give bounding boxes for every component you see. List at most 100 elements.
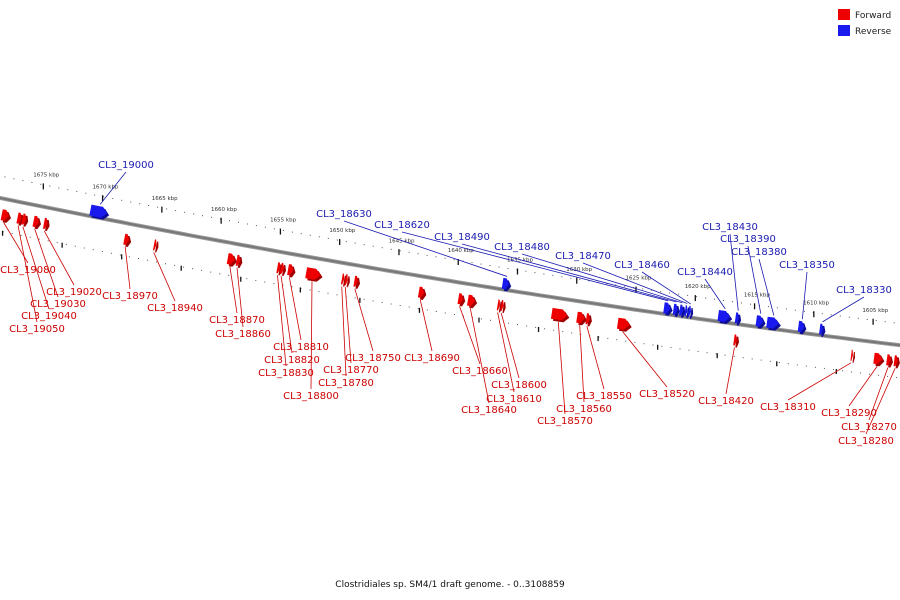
gene-cl3_18440[interactable] — [717, 310, 733, 324]
gene-cl3_18820[interactable] — [279, 262, 286, 276]
gene-cl3_18690[interactable] — [417, 286, 427, 300]
gene-cl3_18660[interactable] — [457, 293, 466, 307]
gene-cl3_18490[interactable] — [672, 303, 680, 317]
gene-label[interactable]: CL3_18630 — [316, 209, 372, 220]
gene-label[interactable]: CL3_18350 — [779, 260, 835, 271]
gene-cl3_18800[interactable] — [305, 267, 323, 282]
gene-cl3_18470[interactable] — [684, 305, 690, 319]
gene-label[interactable]: CL3_18820 — [264, 355, 320, 366]
gene-label[interactable]: CL3_18690 — [404, 353, 460, 364]
leader-line — [497, 312, 515, 393]
gene-label[interactable]: CL3_18830 — [258, 368, 314, 379]
gene-label[interactable]: CL3_18290 — [821, 408, 877, 419]
gene-cl3_18480[interactable] — [678, 304, 686, 318]
gene-cl3_18350[interactable] — [797, 320, 807, 335]
gene-cl3_19000[interactable] — [89, 204, 110, 220]
gene-cl3_18290[interactable] — [873, 352, 885, 367]
gene-cl3_18780[interactable] — [340, 273, 347, 287]
scale-dot-lower — [814, 366, 816, 368]
gene-cl3_18620[interactable] — [663, 302, 673, 316]
gene-label[interactable]: CL3_18940 — [147, 303, 203, 314]
gene-cl3_18810[interactable] — [287, 264, 296, 278]
gene-cl3_18280[interactable] — [893, 355, 900, 369]
gene-cl3_19040[interactable] — [21, 213, 29, 227]
gene-cl3_18610[interactable] — [496, 299, 503, 313]
gene-label[interactable]: CL3_18610 — [486, 394, 542, 405]
gene-label[interactable]: CL3_18660 — [452, 366, 508, 377]
gene-cl3_18770[interactable] — [344, 274, 350, 288]
gene-cl3_18630[interactable] — [501, 277, 512, 292]
scale-dot-upper — [273, 228, 275, 230]
gene-label[interactable]: CL3_18780 — [318, 378, 374, 389]
gene-cl3_18550[interactable] — [585, 313, 592, 327]
gene-label[interactable]: CL3_19080 — [0, 265, 56, 276]
gene-label[interactable]: CL3_18550 — [576, 391, 632, 402]
gene-cl3_18430[interactable] — [734, 312, 742, 326]
gene-cl3_18860[interactable] — [235, 254, 243, 268]
gene-cl3_18560[interactable] — [576, 311, 587, 326]
gene-cl3_18310[interactable] — [850, 349, 855, 363]
gene-label[interactable]: CL3_19020 — [46, 287, 102, 298]
gene-label[interactable]: CL3_18620 — [374, 220, 430, 231]
gene-cl3_18940[interactable] — [152, 239, 159, 253]
gene-label[interactable]: CL3_18560 — [556, 404, 612, 415]
gene-label[interactable]: CL3_18750 — [345, 353, 401, 364]
gene-cl3_19080[interactable] — [0, 209, 12, 223]
leader-line — [344, 287, 352, 364]
gene-label[interactable]: CL3_18440 — [677, 267, 733, 278]
gene-label[interactable]: CL3_18490 — [434, 232, 490, 243]
gene-cl3_19020[interactable] — [42, 217, 50, 232]
scale-dot-upper — [678, 293, 680, 295]
kbp-tick-label: 1630 kbp — [566, 267, 592, 273]
gene-label[interactable]: CL3_18600 — [491, 380, 547, 391]
gene-label[interactable]: CL3_18460 — [614, 260, 670, 271]
gene-cl3_18570[interactable] — [550, 307, 570, 323]
gene-label[interactable]: CL3_18970 — [102, 291, 158, 302]
gene-cl3_18270[interactable] — [886, 354, 893, 368]
gene-cl3_18640[interactable] — [467, 294, 478, 309]
gene-cl3_18390[interactable] — [755, 315, 766, 329]
scale-dot-upper — [732, 301, 733, 303]
gene-cl3_19030[interactable] — [32, 215, 42, 230]
gene-label[interactable]: CL3_18810 — [273, 342, 329, 353]
gene-cl3_18380[interactable] — [766, 316, 781, 331]
gene-label[interactable]: CL3_18420 — [698, 396, 754, 407]
gene-cl3_18750[interactable] — [353, 275, 360, 289]
scale-dot-lower — [56, 242, 58, 244]
gene-label[interactable]: CL3_18770 — [323, 365, 379, 376]
gene-label[interactable]: CL3_18380 — [731, 247, 787, 258]
gene-label[interactable]: CL3_18870 — [209, 315, 265, 326]
gene-label[interactable]: CL3_18470 — [555, 251, 611, 262]
gene-label[interactable]: CL3_19050 — [9, 324, 65, 335]
gene-label[interactable]: CL3_18280 — [838, 436, 894, 447]
gene-label[interactable]: CL3_19030 — [30, 299, 86, 310]
gene-cl3_19050[interactable] — [16, 212, 24, 226]
gene-label[interactable]: CL3_19040 — [21, 311, 77, 322]
scale-dot-upper — [291, 231, 293, 233]
gene-cl3_18420[interactable] — [733, 334, 739, 348]
gene-label[interactable]: CL3_18640 — [461, 405, 517, 416]
leader-line — [99, 171, 127, 205]
gene-cl3_18520[interactable] — [616, 317, 632, 332]
scale-dot-lower — [715, 353, 717, 355]
gene-label[interactable]: CL3_18430 — [702, 222, 758, 233]
gene-cl3_18600[interactable] — [500, 300, 506, 314]
gene-label[interactable]: CL3_18480 — [494, 242, 550, 253]
gene-cl3_18970[interactable] — [123, 233, 132, 247]
gene-cl3_18330[interactable] — [819, 323, 826, 337]
gene-label[interactable]: CL3_18800 — [283, 391, 339, 402]
gene-label[interactable]: CL3_18520 — [639, 389, 695, 400]
scale-dot-upper — [893, 322, 895, 324]
gene-cl3_18870[interactable] — [226, 253, 237, 267]
gene-label[interactable]: CL3_18570 — [537, 416, 593, 427]
gene-label[interactable]: CL3_18310 — [760, 402, 816, 413]
gene-cl3_18460[interactable] — [687, 305, 694, 319]
scale-dot-upper — [354, 242, 356, 244]
kbp-tick-label: 1670 kbp — [93, 184, 119, 190]
gene-label[interactable]: CL3_18330 — [836, 285, 892, 296]
gene-label[interactable]: CL3_19000 — [98, 160, 154, 171]
gene-label[interactable]: CL3_18860 — [215, 329, 271, 340]
gene-label[interactable]: CL3_18390 — [720, 234, 776, 245]
leader-line — [641, 271, 692, 305]
scale-dot-upper — [776, 307, 778, 309]
